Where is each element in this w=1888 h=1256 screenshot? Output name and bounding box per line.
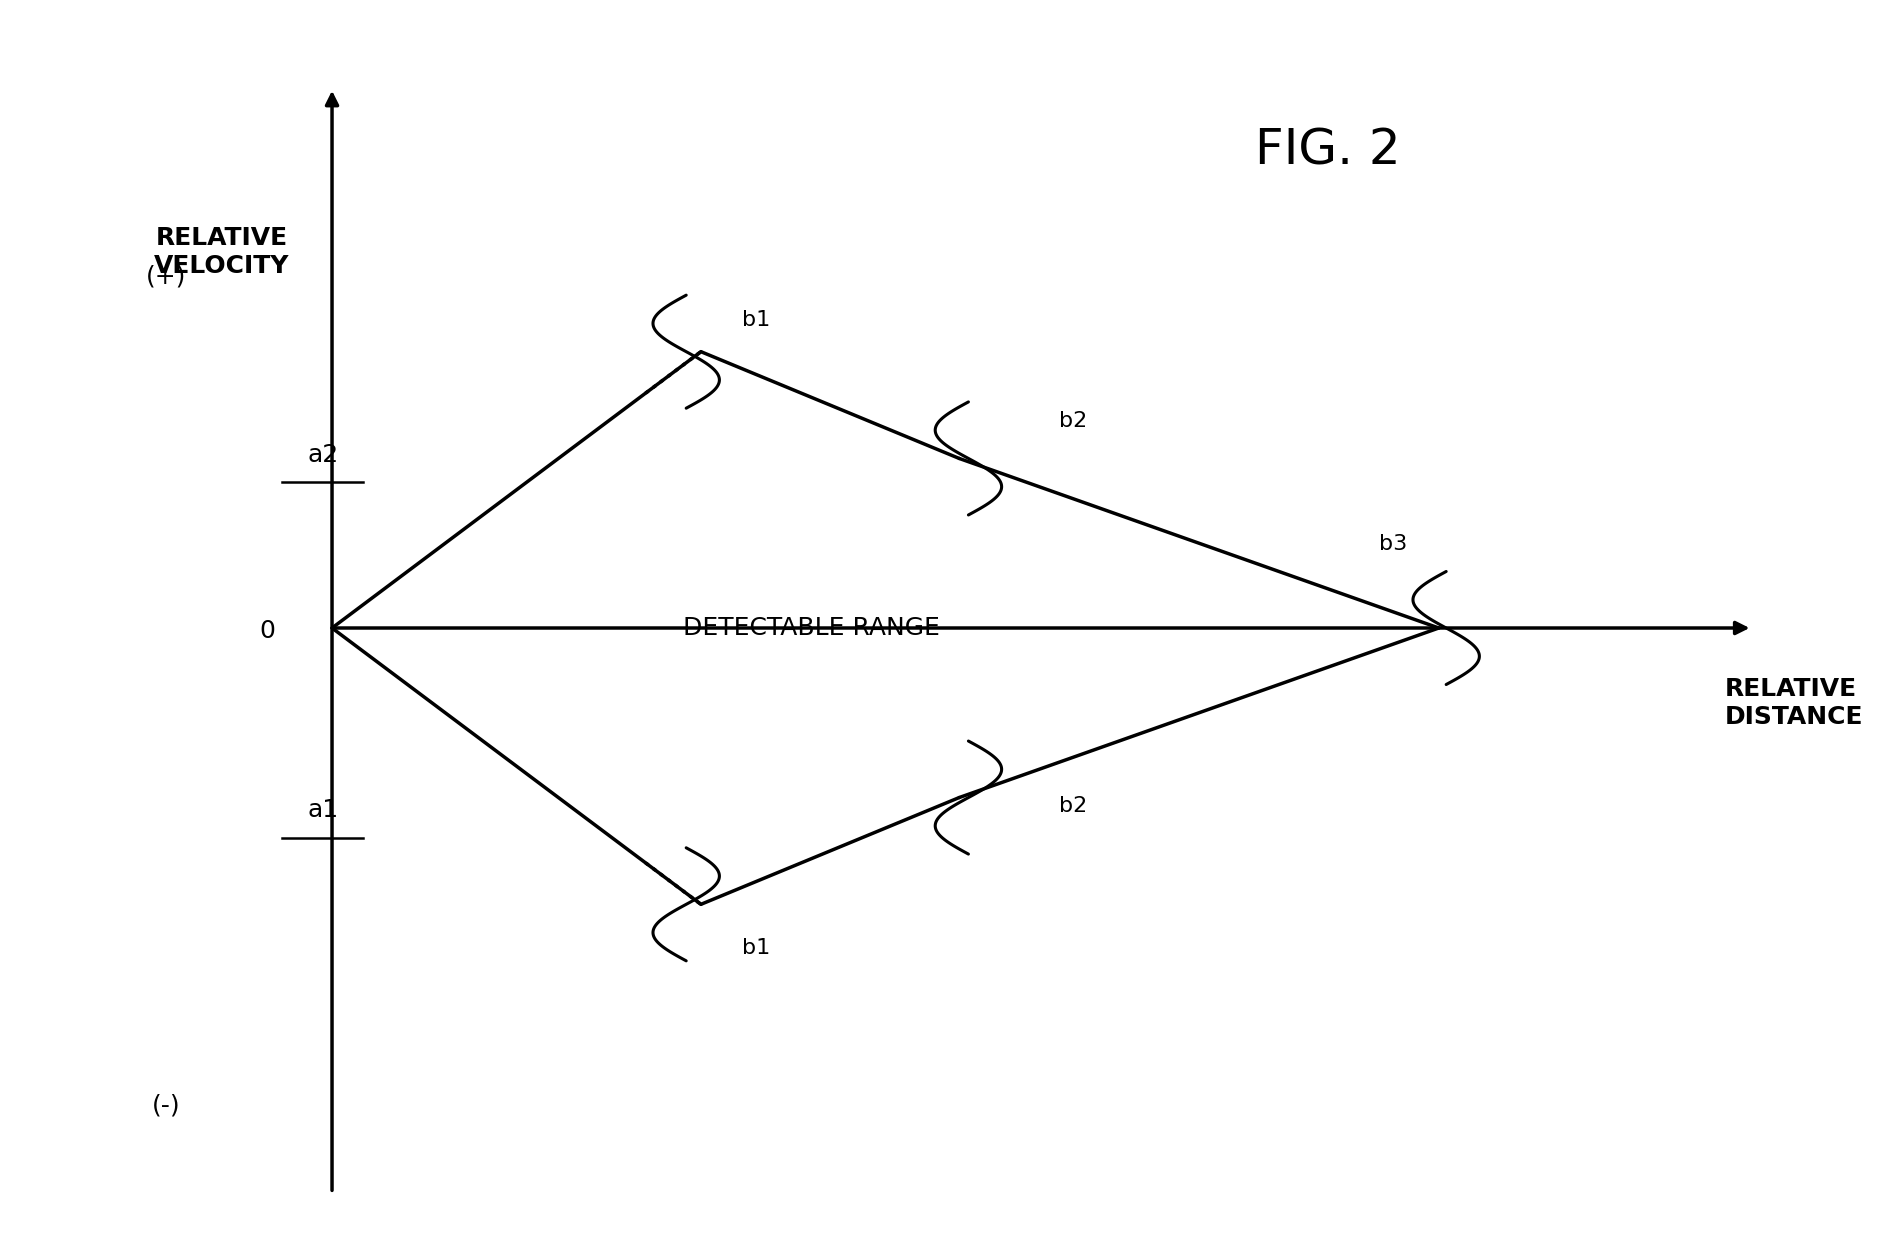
Text: RELATIVE
VELOCITY: RELATIVE VELOCITY (153, 226, 289, 278)
Text: a1: a1 (308, 798, 338, 823)
Text: 0: 0 (259, 618, 276, 643)
Text: a2: a2 (308, 442, 338, 467)
Text: b3: b3 (1378, 534, 1407, 554)
Text: RELATIVE
DISTANCE: RELATIVE DISTANCE (1726, 677, 1863, 730)
Text: b1: b1 (742, 310, 770, 330)
Text: DETECTABLE RANGE: DETECTABLE RANGE (683, 615, 940, 641)
Text: b2: b2 (1059, 411, 1087, 431)
Text: (+): (+) (145, 264, 187, 289)
Text: (-): (-) (151, 1093, 181, 1118)
Text: b2: b2 (1059, 796, 1087, 816)
Text: FIG. 2: FIG. 2 (1256, 127, 1401, 175)
Text: b1: b1 (742, 938, 770, 958)
